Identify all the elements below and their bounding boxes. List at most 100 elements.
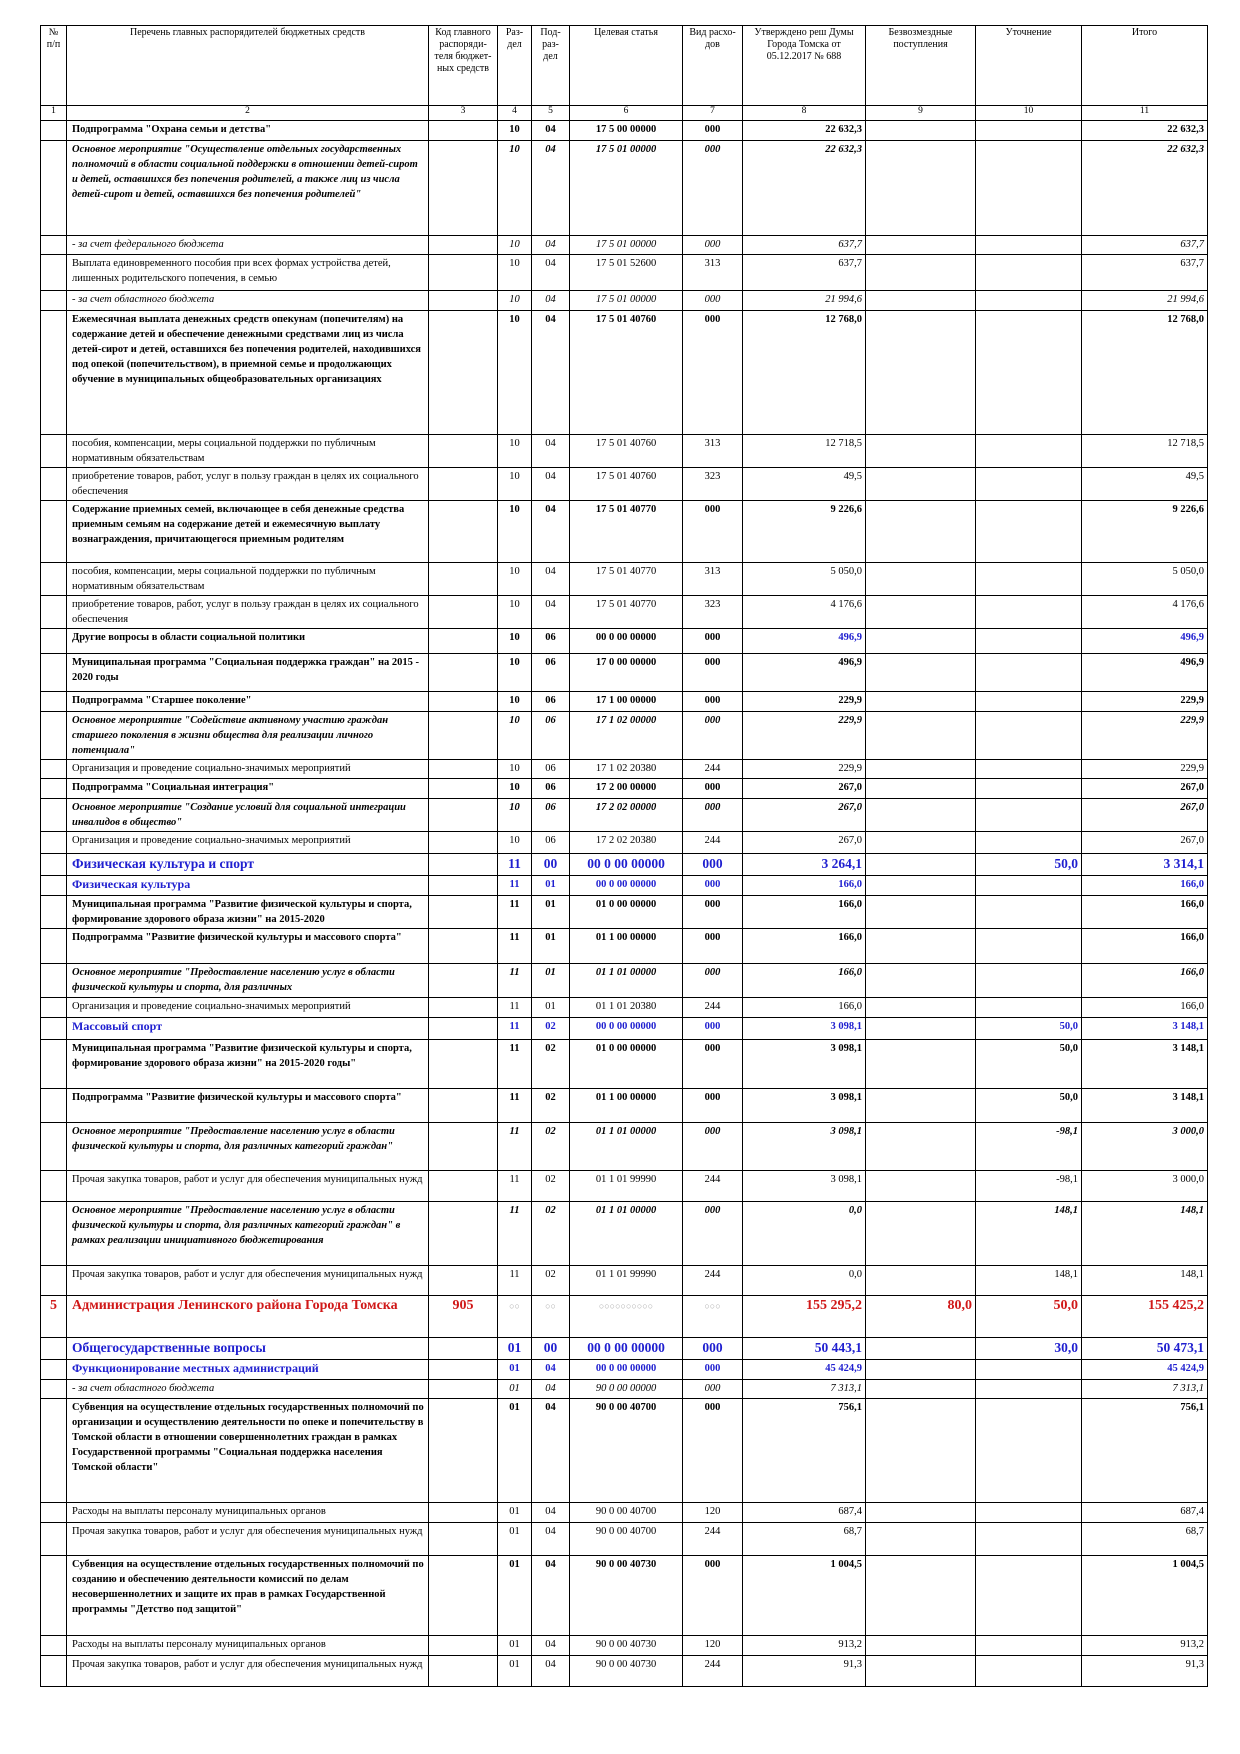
table-row: Содержание приемных семей, включающее в … — [40, 500, 1208, 563]
table-cell: 01 — [497, 1502, 532, 1523]
table-row: Подпрограмма "Развитие физической культу… — [40, 928, 1208, 964]
table-cell — [40, 1039, 67, 1089]
table-cell — [865, 434, 976, 468]
table-cell: 00 0 00 00000 — [569, 1337, 683, 1360]
table-cell: 00 0 00 00000 — [569, 875, 683, 896]
table-cell — [865, 290, 976, 311]
table-cell: Организация и проведение социально-значи… — [66, 759, 429, 779]
table-cell: 17 5 01 52600 — [569, 254, 683, 291]
table-cell — [865, 254, 976, 291]
table-cell: 02 — [531, 1039, 570, 1089]
table-cell: Муниципальная программа "Развитие физиче… — [66, 895, 429, 929]
table-cell — [975, 1522, 1082, 1556]
table-cell: -98,1 — [975, 1122, 1082, 1171]
table-row: приобретение товаров, работ, услуг в пол… — [40, 467, 1208, 501]
table-cell: 04 — [531, 500, 570, 563]
table-cell — [865, 963, 976, 998]
table-row: Прочая закупка товаров, работ и услуг дл… — [40, 1265, 1208, 1296]
table-cell: 22 632,3 — [742, 140, 866, 236]
table-cell: Муниципальная программа "Развитие физиче… — [66, 1039, 429, 1089]
table-cell — [865, 1337, 976, 1360]
table-cell: 02 — [531, 1122, 570, 1171]
table-cell: 06 — [531, 798, 570, 832]
table-cell: 244 — [682, 997, 743, 1018]
table-cell: 06 — [531, 759, 570, 779]
table-cell: 01 — [531, 963, 570, 998]
table-cell: 2 — [66, 105, 429, 121]
table-cell: 000 — [682, 1122, 743, 1171]
table-cell: 17 2 02 20380 — [569, 831, 683, 854]
table-cell: 148,1 — [1081, 1201, 1208, 1266]
table-cell — [975, 997, 1082, 1018]
table-cell: 17 5 01 00000 — [569, 235, 683, 255]
table-cell: - за счет областного бюджета — [66, 290, 429, 311]
table-cell — [40, 853, 67, 876]
table-cell: 01 1 01 00000 — [569, 1122, 683, 1171]
table-cell: приобретение товаров, работ, услуг в пол… — [66, 595, 429, 629]
table-cell: 17 5 00 00000 — [569, 120, 683, 141]
table-cell — [428, 595, 498, 629]
table-cell — [40, 1170, 67, 1202]
table-cell — [428, 1039, 498, 1089]
table-cell: - за счет областного бюджета — [66, 1379, 429, 1399]
table-row: Организация и проведение социально-значи… — [40, 759, 1208, 779]
table-cell — [865, 653, 976, 692]
table-cell: 90 0 00 40730 — [569, 1655, 683, 1687]
table-cell: 00 — [531, 1337, 570, 1360]
table-cell: 01 1 00 00000 — [569, 1088, 683, 1123]
table-cell — [975, 120, 1082, 141]
table-cell: 45 424,9 — [1081, 1359, 1208, 1380]
table-cell: 01 — [497, 1379, 532, 1399]
table-cell — [865, 595, 976, 629]
table-cell — [865, 1522, 976, 1556]
table-cell: 17 2 00 00000 — [569, 778, 683, 799]
table-row: - за счет федерального бюджета 10 04 17 5 0… — [40, 235, 1208, 255]
table-cell — [975, 434, 1082, 468]
table-cell: 496,9 — [742, 628, 866, 654]
table-cell: -98,1 — [975, 1170, 1082, 1202]
table-cell: 11 — [497, 1017, 532, 1040]
table-cell: 01 — [497, 1555, 532, 1636]
table-cell: 000 — [682, 1201, 743, 1266]
table-cell — [428, 653, 498, 692]
table-cell — [975, 691, 1082, 712]
table-cell — [428, 310, 498, 435]
table-cell — [40, 1502, 67, 1523]
table-cell — [975, 310, 1082, 435]
table-cell — [428, 798, 498, 832]
table-cell: Основное мероприятие "Содействие активно… — [66, 711, 429, 760]
table-row: Прочая закупка товаров, работ и услуг дл… — [40, 1170, 1208, 1202]
table-cell: Прочая закупка товаров, работ и услуг дл… — [66, 1265, 429, 1296]
table-cell: 00 0 00 00000 — [569, 628, 683, 654]
table-cell: Организация и проведение социально-значи… — [66, 831, 429, 854]
table-cell: 000 — [682, 120, 743, 141]
table-cell — [975, 653, 1082, 692]
table-cell — [865, 875, 976, 896]
table-cell: 11 — [497, 875, 532, 896]
table-cell: 000 — [682, 1088, 743, 1123]
table-cell: 00 0 00 00000 — [569, 1359, 683, 1380]
table-cell: 21 994,6 — [742, 290, 866, 311]
table-cell: Другие вопросы в области социальной поли… — [66, 628, 429, 654]
table-cell: 11 — [497, 1039, 532, 1089]
table-cell: 3 098,1 — [742, 1039, 866, 1089]
table-cell: Общегосударственные вопросы — [66, 1337, 429, 1360]
table-cell — [428, 759, 498, 779]
table-cell — [40, 1655, 67, 1687]
table-row: Основное мероприятие "Осуществление отде… — [40, 140, 1208, 236]
table-cell — [428, 778, 498, 799]
table-cell: 04 — [531, 254, 570, 291]
table-cell — [865, 1502, 976, 1523]
table-cell: 913,2 — [1081, 1635, 1208, 1656]
table-cell: 9 — [865, 105, 976, 121]
table-cell — [865, 831, 976, 854]
table-cell — [428, 628, 498, 654]
table-cell: 7 313,1 — [742, 1379, 866, 1399]
table-row: Прочая закупка товаров, работ и услуг дл… — [40, 1655, 1208, 1687]
table-cell: 155 295,2 — [742, 1295, 866, 1338]
table-cell: 756,1 — [742, 1398, 866, 1503]
table-cell: 04 — [531, 1555, 570, 1636]
table-cell: 000 — [682, 875, 743, 896]
table-cell: 000 — [682, 1017, 743, 1040]
